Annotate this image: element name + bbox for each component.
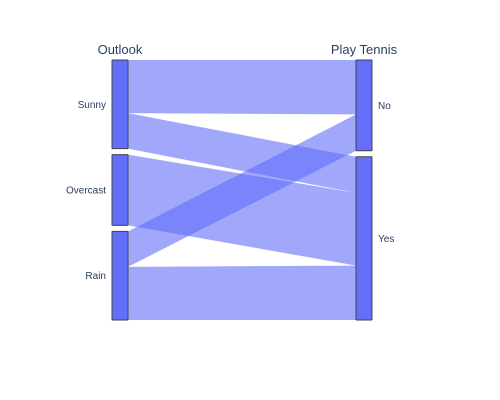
flow-band-overcast-to-yes[interactable] (128, 154, 356, 266)
category-node-rain[interactable] (111, 230, 129, 321)
chart-labels: Outlook Sunny Overcast Rain Play Tennis No Yes (66, 42, 398, 282)
category-label-overcast: Overcast (66, 186, 106, 197)
category-node-yes[interactable] (355, 156, 373, 321)
category-node-overcast[interactable] (111, 154, 129, 226)
flow-band-rain-to-no[interactable] (128, 114, 356, 267)
category-label-sunny: Sunny (78, 100, 106, 111)
category-label-no: No (378, 101, 391, 112)
category-node-sunny[interactable] (111, 59, 129, 150)
category-node-no[interactable] (355, 59, 373, 152)
category-nodes (111, 59, 373, 321)
flow-bands (128, 60, 356, 320)
category-label-yes: Yes (378, 234, 394, 245)
dimension-title-play-tennis: Play Tennis (331, 42, 398, 57)
dimension-title-outlook: Outlook (98, 42, 143, 57)
flow-band-rain-to-yes[interactable] (128, 265, 356, 320)
category-label-rain: Rain (85, 271, 106, 282)
flow-band-sunny-to-no[interactable] (128, 60, 356, 115)
